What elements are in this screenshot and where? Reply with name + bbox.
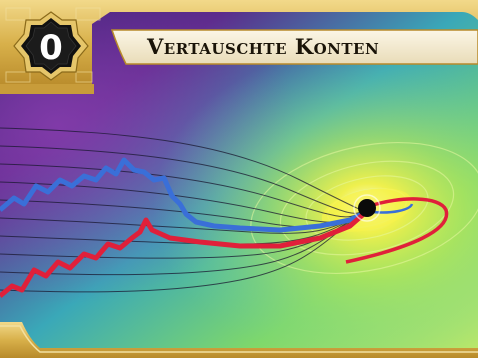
red-stock-line (0, 210, 368, 298)
black-hole (358, 199, 376, 217)
cost-value: 0 (39, 28, 63, 68)
blue-stock-line (0, 157, 368, 233)
cost-badge (13, 11, 89, 81)
frame-pattern (5, 7, 101, 83)
card-frame-top (0, 0, 478, 88)
title-banner (110, 29, 478, 65)
card-title: Vertauschte Konten (147, 34, 380, 59)
